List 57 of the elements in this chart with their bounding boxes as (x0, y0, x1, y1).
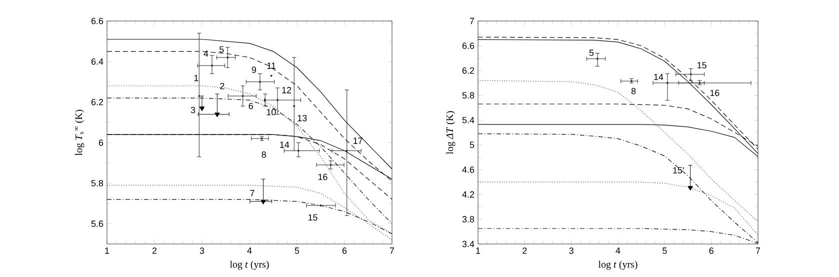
x-tick-label: 6 (709, 248, 714, 254)
y-tick-label: 5 (470, 142, 474, 148)
annotation: 6 (248, 102, 253, 110)
annotation: 17 (354, 138, 362, 144)
y-tick-label: 6.4 (91, 58, 104, 65)
x-tick-label: 2 (152, 248, 157, 254)
y-tick-label: 5.6 (91, 220, 104, 227)
x-tick-label: 4 (247, 248, 252, 254)
y-tick-label: 4.2 (462, 191, 474, 198)
y-tick-label: 5.8 (91, 180, 104, 186)
x-tick-label: 6 (342, 248, 347, 254)
y-tick-label: 3.8 (462, 216, 474, 222)
y-tick-label: 6.2 (91, 98, 104, 106)
y-tick-label: 5.4 (462, 116, 474, 124)
x-tick-label: 7 (390, 248, 394, 254)
x-tick-label: 5 (294, 248, 300, 254)
x-tick-label: 2 (522, 248, 527, 254)
annotation: 8 (262, 151, 266, 158)
x-tick-label: 1 (476, 248, 480, 254)
annotation: 14 (280, 142, 290, 148)
x-axis-title: log t (yrs) (598, 260, 638, 270)
y-tick-label: 4.6 (462, 166, 474, 173)
x-axis-title: log t (yrs) (230, 260, 269, 270)
annotation: 5 (589, 50, 594, 56)
y-tick-label: 6.6 (462, 42, 474, 49)
x-tick-label: 3 (200, 248, 204, 254)
annotation: 7 (250, 190, 254, 196)
x-tick-label: 1 (105, 248, 110, 254)
x-tick-label: 5 (662, 248, 667, 254)
annotation: 2 (220, 82, 224, 90)
annotation: 15 (698, 62, 706, 68)
annotation: 14 (654, 74, 664, 80)
x-tick-label: 3 (569, 248, 574, 254)
annotation: 1 (194, 74, 198, 82)
y-tick-label: 6.2 (462, 67, 474, 74)
annotation: 12 (282, 86, 292, 94)
x-tick-label: 7 (756, 248, 760, 254)
y-axis-title: log ΔT (K) (446, 111, 456, 154)
annotation: 8 (631, 88, 636, 94)
x-tick-label: 4 (616, 248, 620, 254)
annotation: 16 (318, 174, 328, 180)
annotation: 3 (190, 106, 196, 114)
y-tick-label: 6.6 (91, 18, 104, 24)
y-axis-title: log T$_{s}$$^{∞}$ (K) (75, 110, 84, 156)
annotation: 13 (298, 114, 307, 122)
y-tick-label: 3.4 (462, 240, 474, 248)
annotation: 10 (266, 108, 276, 116)
annotation: 16 (710, 90, 720, 96)
annotation: 11 (267, 62, 276, 69)
y-tick-label: 5.8 (462, 92, 474, 99)
annotation: 5 (220, 46, 224, 53)
y-tick-label: 7 (470, 18, 474, 24)
annotation: 15 (308, 214, 318, 221)
annotation: 15′ (673, 167, 684, 174)
annotation: 4 (204, 50, 208, 57)
y-tick-label: 6 (98, 139, 104, 146)
annotation: 9 (252, 66, 256, 73)
